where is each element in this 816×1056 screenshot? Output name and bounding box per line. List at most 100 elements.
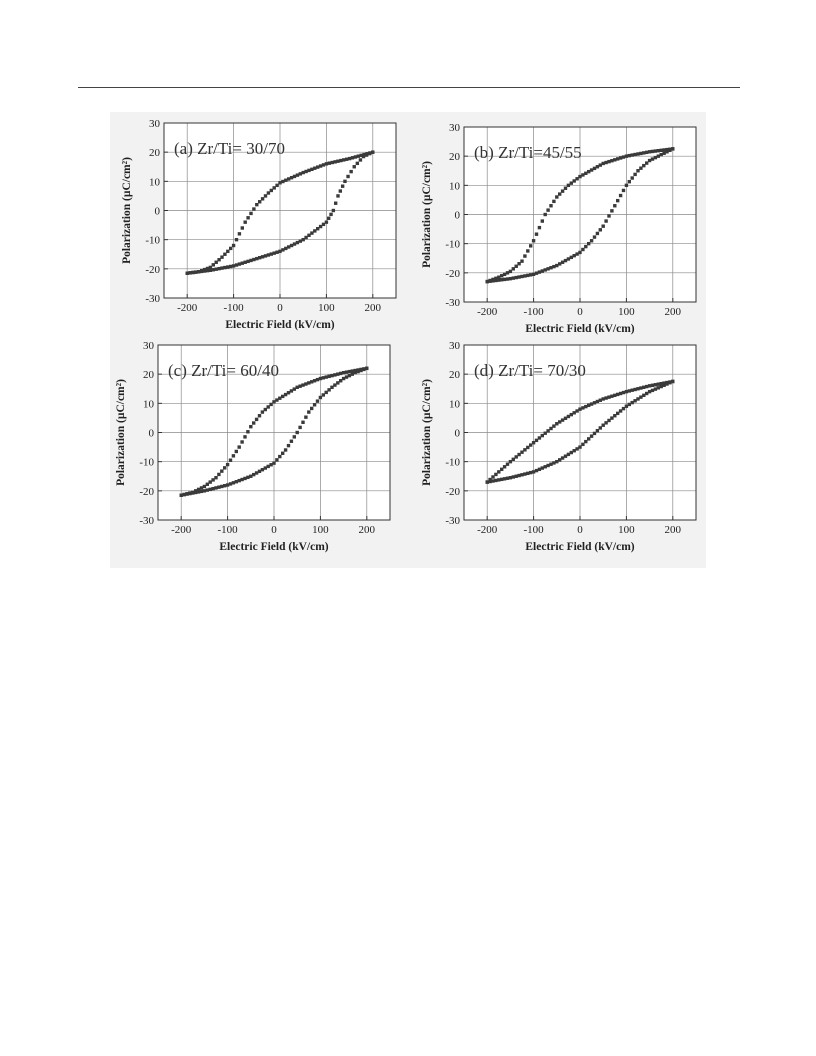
data-point xyxy=(205,268,210,273)
data-point xyxy=(494,478,498,483)
data-point xyxy=(587,169,591,174)
data-point xyxy=(191,270,195,275)
x-tick-label: 0 xyxy=(577,524,583,536)
data-point xyxy=(587,403,591,408)
data-point xyxy=(231,264,236,268)
data-point xyxy=(598,228,602,232)
data-point xyxy=(284,246,288,251)
data-point xyxy=(505,277,510,281)
data-point xyxy=(546,267,550,271)
data-point xyxy=(575,409,579,413)
data-point xyxy=(566,257,571,261)
data-point xyxy=(263,254,268,258)
data-point xyxy=(569,255,573,260)
data-point xyxy=(272,186,276,190)
data-point xyxy=(668,381,672,385)
data-point xyxy=(229,264,233,269)
data-point xyxy=(645,391,649,396)
data-point xyxy=(592,431,597,436)
data-point xyxy=(665,147,669,152)
data-point xyxy=(537,225,542,230)
data-point xyxy=(578,445,582,449)
data-point xyxy=(196,487,201,492)
y-tick-label: 30 xyxy=(143,340,155,352)
data-point xyxy=(558,192,562,196)
data-point xyxy=(350,369,354,373)
chart-svg: -200 -100 0 100 200-30-20-100102030Electric … xyxy=(421,340,697,553)
data-point xyxy=(537,436,542,440)
data-point xyxy=(330,373,334,378)
data-point xyxy=(589,434,594,438)
data-point xyxy=(578,407,582,411)
data-point xyxy=(653,383,658,387)
data-point xyxy=(497,470,501,474)
data-point xyxy=(208,265,213,270)
data-point xyxy=(604,421,608,425)
data-point xyxy=(307,233,311,237)
data-point xyxy=(208,480,212,484)
data-point xyxy=(505,476,510,480)
x-tick-label: 100 xyxy=(618,524,635,536)
data-point xyxy=(529,244,533,248)
data-point xyxy=(604,160,608,165)
data-point xyxy=(252,472,256,477)
data-point xyxy=(249,258,253,263)
x-tick-label: 100 xyxy=(312,524,329,536)
data-point xyxy=(240,261,244,265)
data-point xyxy=(555,263,559,268)
data-point xyxy=(598,398,602,402)
x-tick-label: -100 xyxy=(224,302,245,314)
data-point xyxy=(269,402,273,407)
data-point xyxy=(342,158,346,162)
x-tick-label: 0 xyxy=(271,524,277,536)
data-point xyxy=(260,467,265,472)
y-tick-label: 10 xyxy=(149,176,161,188)
data-point xyxy=(223,252,227,256)
data-point xyxy=(327,161,331,165)
data-point xyxy=(566,452,571,457)
data-point xyxy=(523,472,527,476)
data-point xyxy=(488,477,492,482)
series-0 xyxy=(485,147,675,284)
data-point xyxy=(601,224,605,228)
data-point xyxy=(552,424,556,428)
data-point xyxy=(584,439,588,444)
data-point xyxy=(298,172,302,176)
data-point xyxy=(185,271,189,275)
data-point xyxy=(298,384,302,388)
data-point xyxy=(511,457,515,461)
data-point xyxy=(563,186,568,190)
data-point xyxy=(537,467,542,472)
data-point xyxy=(494,278,498,283)
y-tick-label: 0 xyxy=(149,428,155,440)
data-point xyxy=(312,403,317,407)
y-tick-label: -20 xyxy=(445,486,460,498)
data-point xyxy=(549,426,553,431)
y-tick-label: -10 xyxy=(445,457,460,469)
data-point xyxy=(220,255,224,259)
data-point xyxy=(531,272,536,276)
data-point xyxy=(642,163,646,168)
data-point xyxy=(333,383,337,387)
data-point xyxy=(531,239,536,243)
data-point xyxy=(269,463,273,467)
data-point xyxy=(656,154,660,158)
data-point xyxy=(653,149,658,153)
data-point xyxy=(281,248,285,252)
data-point xyxy=(202,489,207,493)
data-point xyxy=(223,484,227,488)
data-point xyxy=(255,202,259,207)
data-point xyxy=(647,150,652,154)
data-point xyxy=(520,274,524,279)
header-rule xyxy=(78,87,740,88)
data-point xyxy=(225,483,230,487)
data-point xyxy=(534,438,539,443)
data-point xyxy=(339,379,343,383)
data-point xyxy=(633,387,637,392)
data-point xyxy=(356,154,360,158)
data-point xyxy=(289,175,294,180)
data-point xyxy=(555,422,559,426)
data-point xyxy=(610,394,614,398)
data-point xyxy=(627,402,631,407)
y-tick-label: -20 xyxy=(145,264,160,276)
